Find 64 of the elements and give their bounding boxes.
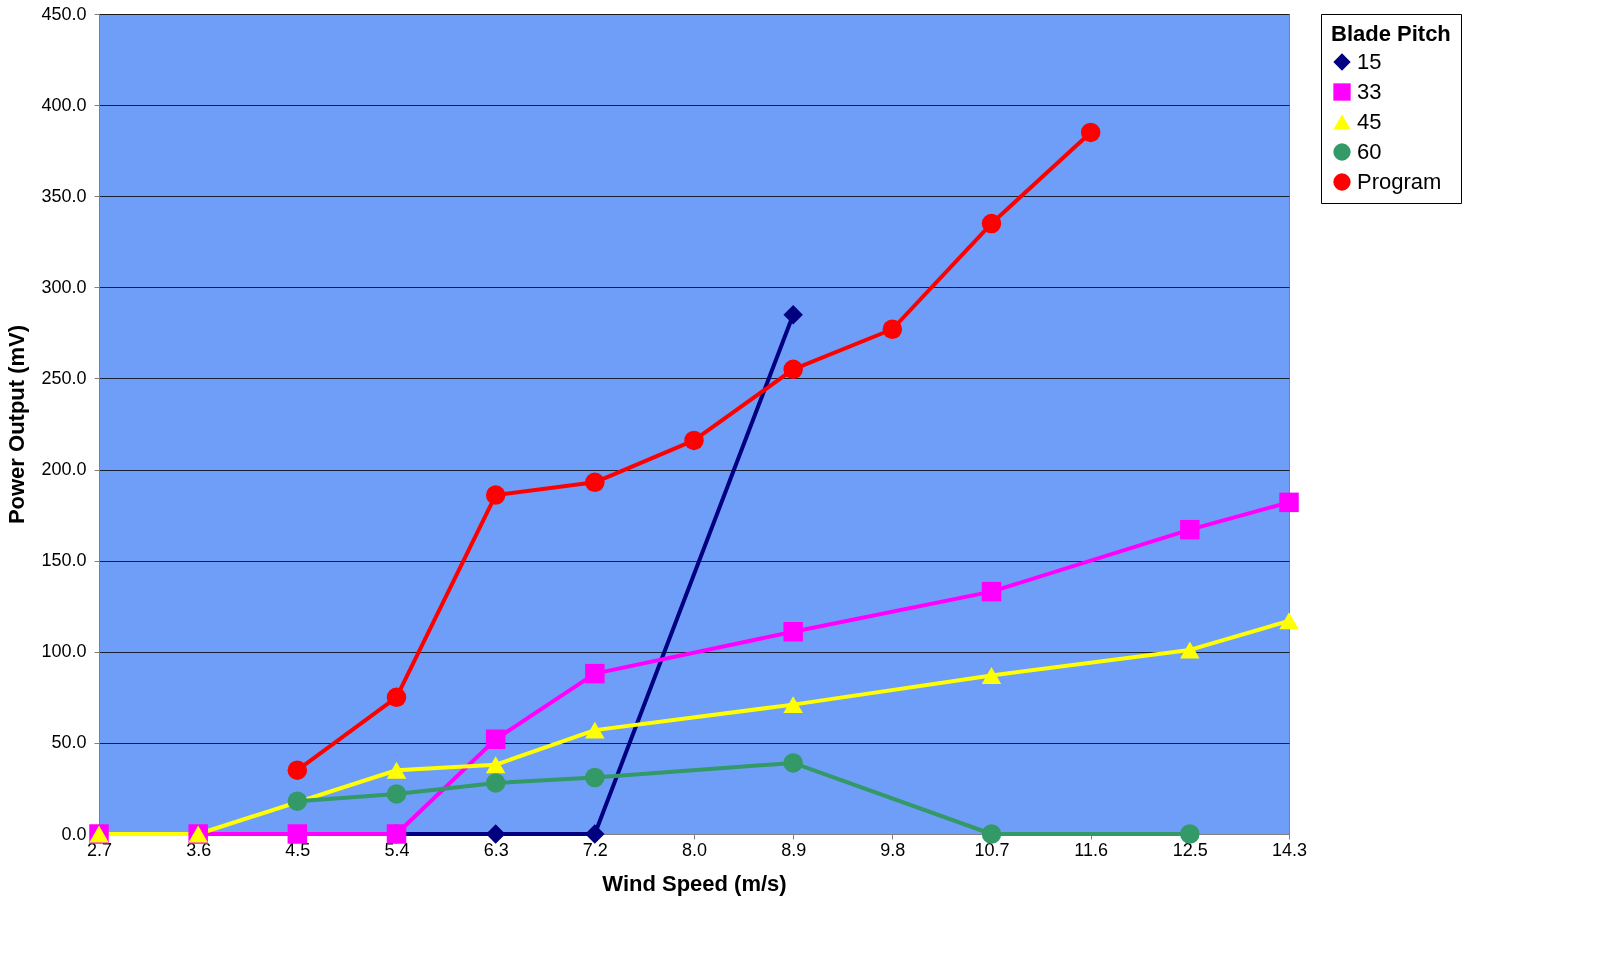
point [783, 621, 803, 642]
x-tick-label: 8.0 [681, 839, 708, 860]
point [783, 304, 803, 325]
x-tick-label: 3.6 [186, 839, 212, 860]
point [287, 760, 308, 780]
x-tick-label: 12.5 [1172, 839, 1208, 860]
point [585, 824, 605, 844]
point [1279, 612, 1299, 630]
y-tick-label: 350.0 [41, 185, 87, 206]
point [1180, 519, 1200, 540]
point [585, 767, 605, 788]
y-tick-label: 300.0 [41, 276, 87, 297]
point [783, 753, 803, 773]
point [485, 824, 506, 844]
y-tick-label: 150.0 [41, 550, 87, 571]
x-tick-label: 5.4 [384, 839, 410, 860]
y-tick-label: 50.0 [51, 732, 87, 753]
point [882, 319, 903, 339]
point [386, 784, 407, 804]
point [981, 581, 1002, 602]
y-tick-label: 200.0 [41, 459, 87, 480]
x-tick-label: 14.3 [1271, 839, 1308, 860]
x-tick-label: 4.5 [285, 839, 311, 860]
y-tick-label: 250.0 [41, 367, 87, 388]
legend-title: Blade Pitch [1331, 21, 1451, 46]
x-tick-label: 11.6 [1074, 839, 1109, 860]
point [1279, 492, 1299, 513]
x-tick-label: 2.7 [86, 839, 113, 860]
point [386, 687, 407, 708]
legend-label: 60 [1357, 139, 1382, 164]
point [585, 721, 605, 739]
legend-label: Program [1357, 169, 1442, 194]
y-tick-label: 0.0 [61, 823, 87, 844]
y-tick-label: 400.0 [41, 94, 87, 115]
y-tick-label: 450.0 [41, 3, 87, 24]
point [783, 696, 803, 714]
point [783, 359, 803, 380]
point [981, 667, 1002, 684]
point [287, 824, 308, 844]
point [485, 773, 506, 793]
point [1180, 824, 1200, 844]
point [386, 761, 407, 779]
point [981, 824, 1002, 844]
x-tick-label: 7.2 [582, 839, 608, 860]
x-tick-label: 10.7 [974, 839, 1010, 860]
y-axis-title: Power Output (mV) [4, 324, 30, 525]
point [287, 791, 308, 811]
point [585, 472, 605, 493]
point [485, 729, 506, 749]
point [585, 663, 605, 684]
point [1080, 122, 1101, 143]
x-tick-label: 6.3 [483, 839, 509, 860]
legend-label: 45 [1357, 109, 1382, 134]
x-axis-title: Wind Speed (m/s) [602, 870, 787, 896]
x-tick-label: 9.8 [880, 839, 906, 860]
point [485, 485, 506, 505]
legend-label: 15 [1357, 49, 1382, 74]
point [1180, 641, 1200, 659]
point [684, 430, 704, 451]
legend-label: 33 [1357, 79, 1382, 104]
x-tick-label: 8.9 [781, 839, 807, 860]
point [485, 756, 506, 774]
point [981, 213, 1002, 234]
y-tick-label: 100.0 [41, 641, 87, 662]
